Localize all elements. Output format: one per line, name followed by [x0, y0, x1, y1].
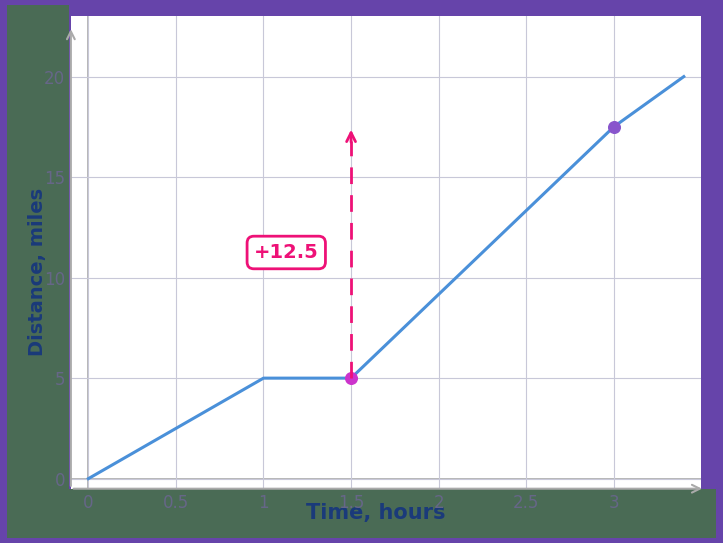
- Text: Time, hours: Time, hours: [306, 503, 445, 523]
- Point: [608, 123, 620, 131]
- Text: Distance, miles: Distance, miles: [28, 187, 48, 356]
- Point: [346, 374, 357, 382]
- Text: +12.5: +12.5: [254, 243, 319, 262]
